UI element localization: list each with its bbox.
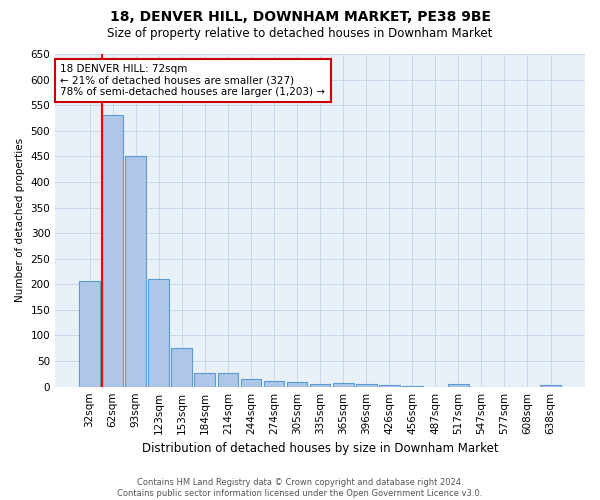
- Bar: [241, 379, 262, 386]
- Bar: [218, 373, 238, 386]
- Bar: [356, 384, 377, 386]
- X-axis label: Distribution of detached houses by size in Downham Market: Distribution of detached houses by size …: [142, 442, 499, 455]
- Text: Size of property relative to detached houses in Downham Market: Size of property relative to detached ho…: [107, 28, 493, 40]
- Bar: [194, 373, 215, 386]
- Text: 18, DENVER HILL, DOWNHAM MARKET, PE38 9BE: 18, DENVER HILL, DOWNHAM MARKET, PE38 9B…: [110, 10, 491, 24]
- Text: 18 DENVER HILL: 72sqm
← 21% of detached houses are smaller (327)
78% of semi-det: 18 DENVER HILL: 72sqm ← 21% of detached …: [61, 64, 325, 97]
- Bar: [125, 156, 146, 386]
- Text: Contains HM Land Registry data © Crown copyright and database right 2024.
Contai: Contains HM Land Registry data © Crown c…: [118, 478, 482, 498]
- Y-axis label: Number of detached properties: Number of detached properties: [15, 138, 25, 302]
- Bar: [540, 385, 561, 386]
- Bar: [310, 384, 331, 386]
- Bar: [287, 382, 307, 386]
- Bar: [148, 279, 169, 386]
- Bar: [79, 280, 100, 386]
- Bar: [379, 385, 400, 386]
- Bar: [102, 116, 123, 386]
- Bar: [172, 348, 192, 387]
- Bar: [333, 382, 353, 386]
- Bar: [263, 380, 284, 386]
- Bar: [448, 384, 469, 386]
